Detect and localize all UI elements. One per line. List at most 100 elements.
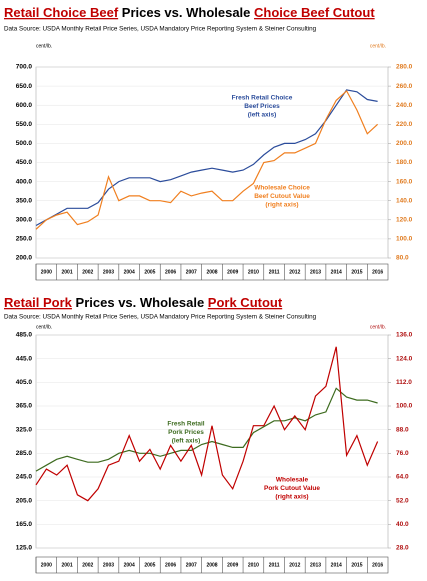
y-tick-label: 200.0: [16, 255, 33, 262]
x-tick-label: 2014: [331, 562, 342, 568]
y2-unit: cent/lb.: [370, 324, 386, 330]
x-tick-label: 2004: [124, 562, 135, 568]
x-tick-label: 2003: [103, 562, 114, 568]
y2-tick-label: 136.0: [396, 332, 413, 339]
y-tick-label: 400.0: [16, 178, 33, 185]
x-tick-label: 2000: [41, 562, 52, 568]
x-tick-label: 2007: [186, 269, 197, 275]
series-label: Wholesale: [276, 477, 309, 484]
y2-tick-label: 100.0: [396, 236, 413, 243]
series-line: [35, 89, 378, 227]
y2-tick-label: 40.0: [396, 521, 409, 528]
y-tick-label: 600.0: [16, 102, 33, 109]
x-tick-label: 2008: [206, 269, 217, 275]
y-tick-label: 285.0: [16, 450, 33, 457]
x-tick-label: 2002: [82, 562, 93, 568]
x-tick-label: 2004: [124, 269, 135, 275]
title-part: Retail Pork: [4, 295, 73, 310]
series-label: Wholesale Choice: [254, 185, 310, 192]
x-tick-label: 2007: [186, 562, 197, 568]
y2-tick-label: 28.0: [396, 545, 409, 552]
x-tick-label: 2014: [331, 269, 342, 275]
x-tick-label: 2000: [41, 269, 52, 275]
series-label: Fresh Retail: [167, 421, 204, 428]
chart-title: Retail Pork Prices vs. Wholesale Pork Cu…: [4, 295, 283, 310]
y-tick-label: 485.0: [16, 332, 33, 339]
x-tick-label: 2011: [269, 269, 280, 275]
x-tick-label: 2002: [82, 269, 93, 275]
y2-tick-label: 280.0: [396, 64, 413, 71]
y-tick-label: 165.0: [16, 521, 33, 528]
x-tick-label: 2013: [310, 269, 321, 275]
x-tick-label: 2009: [227, 562, 238, 568]
y-tick-label: 205.0: [16, 497, 33, 504]
y-tick-label: 500.0: [16, 140, 33, 147]
x-tick-label: 2005: [144, 269, 155, 275]
x-tick-label: 2012: [289, 562, 300, 568]
y2-tick-label: 120.0: [396, 217, 413, 224]
series-label: Fresh Retail Choice: [232, 95, 293, 102]
series-label: Beef Prices: [244, 103, 280, 110]
y-tick-label: 300.0: [16, 217, 33, 224]
x-tick-label: 2015: [351, 269, 362, 275]
series-label: Beef Cutout Value: [254, 193, 310, 200]
y-tick-label: 365.0: [16, 403, 33, 410]
series-label: (right axis): [275, 494, 308, 501]
y2-tick-label: 200.0: [396, 140, 413, 147]
y-unit: cent/lb.: [36, 324, 52, 330]
x-tick-label: 2016: [372, 562, 383, 568]
y-tick-label: 445.0: [16, 355, 33, 362]
y2-unit: cent/lb.: [370, 43, 386, 49]
y2-tick-label: 100.0: [396, 403, 413, 410]
x-tick-label: 2009: [227, 269, 238, 275]
y2-tick-label: 260.0: [396, 83, 413, 90]
y-unit: cent/lb.: [36, 43, 52, 49]
x-tick-label: 2016: [372, 269, 383, 275]
series-label: (left axis): [248, 112, 277, 119]
y2-tick-label: 52.0: [396, 497, 409, 504]
y-tick-label: 125.0: [16, 545, 33, 552]
title-part: Prices vs. Wholesale: [122, 5, 251, 20]
x-tick-label: 2013: [310, 562, 321, 568]
x-tick-label: 2006: [165, 562, 176, 568]
x-tick-label: 2010: [248, 562, 259, 568]
data-source: Data Source: USDA Monthly Retail Price S…: [4, 314, 317, 321]
x-tick-label: 2006: [165, 269, 176, 275]
title-part: Prices vs. Wholesale: [76, 295, 205, 310]
y2-tick-label: 80.0: [396, 255, 409, 262]
y-tick-label: 550.0: [16, 121, 33, 128]
x-tick-label: 2011: [269, 562, 280, 568]
y2-tick-label: 240.0: [396, 102, 413, 109]
x-tick-label: 2008: [206, 562, 217, 568]
y-tick-label: 250.0: [16, 236, 33, 243]
chart-title: Retail Choice Beef Prices vs. Wholesale …: [4, 5, 375, 20]
y2-tick-label: 88.0: [396, 426, 409, 433]
series-line: [35, 387, 378, 472]
y-tick-label: 325.0: [16, 426, 33, 433]
data-source: Data Source: USDA Monthly Retail Price S…: [4, 26, 317, 33]
x-tick-label: 2012: [289, 269, 300, 275]
series-line: [35, 89, 379, 230]
y2-tick-label: 140.0: [396, 197, 413, 204]
y-tick-label: 245.0: [16, 474, 33, 481]
x-tick-label: 2001: [61, 269, 72, 275]
y2-tick-label: 220.0: [396, 121, 413, 128]
series-label: Pork Cutout Value: [264, 485, 320, 492]
x-tick-label: 2001: [61, 562, 72, 568]
series-label: (left axis): [172, 438, 201, 445]
x-tick-label: 2003: [103, 269, 114, 275]
title-part: Choice Beef Cutout: [254, 5, 375, 20]
y-tick-label: 405.0: [16, 379, 33, 386]
x-tick-label: 2015: [351, 562, 362, 568]
x-tick-label: 2010: [248, 269, 259, 275]
y2-tick-label: 180.0: [396, 159, 413, 166]
series-label: (right axis): [265, 202, 298, 209]
series-label: Pork Prices: [168, 429, 204, 436]
y2-tick-label: 160.0: [396, 178, 413, 185]
y-tick-label: 650.0: [16, 83, 33, 90]
y-tick-label: 700.0: [16, 64, 33, 71]
series-line: [35, 346, 379, 502]
y2-tick-label: 112.0: [396, 379, 412, 386]
title-part: Retail Choice Beef: [4, 5, 119, 20]
y2-tick-label: 124.0: [396, 355, 413, 362]
